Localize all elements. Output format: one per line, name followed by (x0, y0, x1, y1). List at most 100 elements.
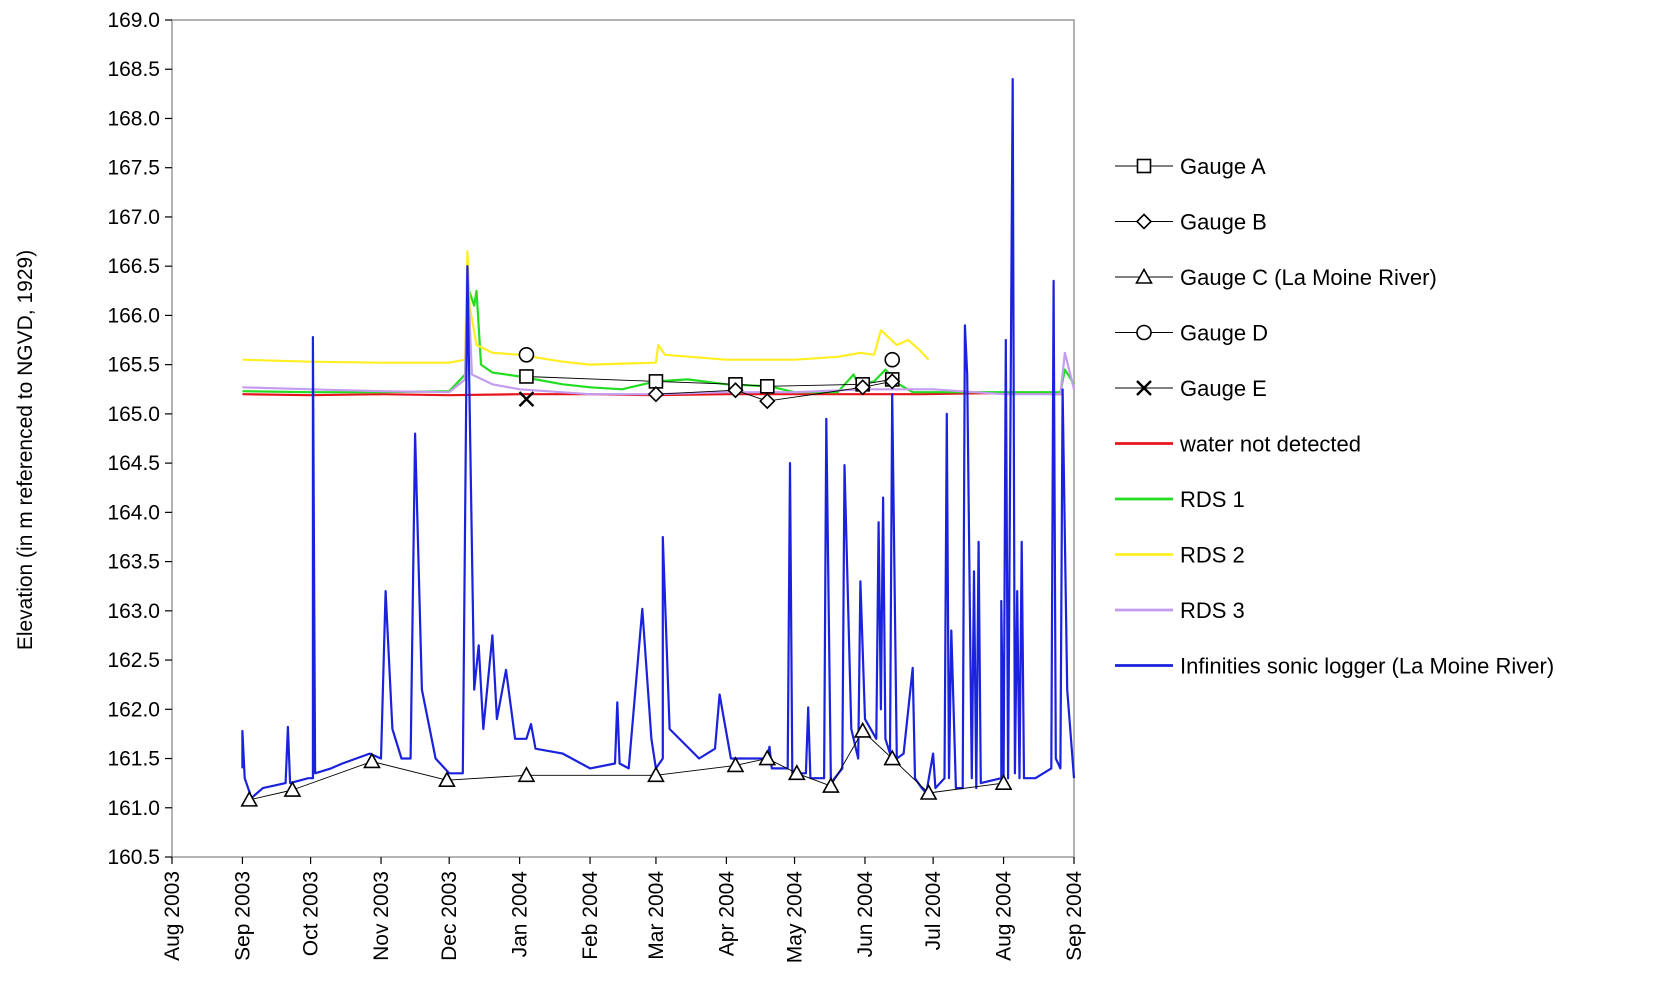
x-tick-label: Oct 2003 (300, 871, 323, 956)
x-tick-label: Apr 2004 (715, 871, 738, 957)
y-tick-label: 161.0 (107, 797, 160, 820)
data-point-gauge-c-la-moine-river (283, 780, 302, 797)
x-tick-label: Jul 2004 (922, 871, 945, 951)
legend-label: RDS 3 (1180, 598, 1245, 623)
legend-label: Infinities sonic logger (La Moine River) (1180, 654, 1554, 679)
data-point-gauge-c-la-moine-river (517, 766, 536, 783)
legend-label: Gauge A (1180, 154, 1266, 179)
y-axis: 160.5 161.0 161.5 162.0 162.5 163.0 163.5 164.0… (107, 9, 172, 869)
plot-area (171, 19, 1075, 858)
y-tick-label: 164.0 (107, 501, 160, 524)
legend: Gauge A Gauge B Gauge C (La Moine River) Ga… (1115, 154, 1554, 679)
legend-item-rds-1: RDS 1 (1115, 487, 1245, 512)
x-tick-label: May 2004 (784, 871, 807, 964)
legend-item-infinities-sonic-logger-la-moine-river: Infinities sonic logger (La Moine River) (1115, 654, 1554, 679)
legend-item-rds-2: RDS 2 (1115, 543, 1245, 568)
series-gauge-e (518, 391, 535, 407)
data-point-gauge-b (884, 373, 901, 390)
legend-swatch-marker (1136, 158, 1152, 174)
x-tick-label: Aug 2004 (993, 871, 1016, 961)
series-gauge-b (647, 373, 901, 410)
series-rds-3 (242, 265, 1076, 396)
data-point-gauge-d (518, 346, 535, 363)
x-tick-label: Sep 2004 (1063, 871, 1086, 961)
legend-item-gauge-a: Gauge A (1115, 154, 1266, 179)
legend-swatch-marker (1136, 324, 1152, 341)
x-tick-label: Nov 2003 (370, 871, 393, 961)
y-tick-label: 166.5 (107, 255, 160, 278)
series-gauge-c-la-moine-river (240, 721, 1013, 807)
y-tick-label: 165.5 (107, 354, 160, 377)
series-rds-2 (242, 250, 930, 366)
data-point-gauge-a (759, 379, 775, 394)
y-tick-label: 167.0 (107, 206, 160, 229)
data-point-gauge-c-la-moine-river (438, 771, 456, 787)
data-point-gauge-a (648, 374, 664, 389)
y-tick-label: 161.5 (107, 748, 160, 771)
legend-item-gauge-e: Gauge E (1115, 376, 1267, 401)
y-tick-label: 169.0 (107, 9, 160, 32)
x-tick-label: Mar 2004 (645, 871, 668, 960)
y-tick-label: 166.0 (107, 304, 160, 327)
y-tick-label: 168.5 (107, 58, 160, 81)
legend-label: water not detected (1179, 432, 1361, 457)
legend-label: Gauge D (1180, 321, 1268, 346)
series-line-rds-3 (242, 265, 1076, 396)
data-point-gauge-c-la-moine-river (363, 752, 381, 769)
x-axis: Aug 2003 Sep 2003 Oct 2003 Nov 2003 Dec 2003… (161, 857, 1086, 963)
legend-item-gauge-b: Gauge B (1115, 210, 1267, 235)
legend-item-water-not-detected: water not detected (1115, 432, 1361, 457)
series-infinities-sonic-logger-la-moine-river (241, 78, 1076, 799)
legend-label: Gauge C (La Moine River) (1180, 265, 1437, 290)
series-gauge-d (518, 346, 901, 368)
legend-label: RDS 1 (1180, 487, 1245, 512)
y-tick-label: 168.0 (107, 107, 160, 130)
x-tick-label: Feb 2004 (579, 871, 602, 960)
data-point-gauge-c-la-moine-river (994, 773, 1013, 790)
series-line-gauge-c-la-moine-river (249, 730, 1004, 801)
series-line-rds-2 (242, 250, 930, 366)
data-point-gauge-b (647, 386, 665, 403)
y-tick-label: 167.5 (107, 157, 160, 180)
legend-swatch-marker (1136, 380, 1152, 396)
x-tick-label: Aug 2003 (161, 871, 184, 961)
series-line-infinities-sonic-logger-la-moine-river (241, 78, 1076, 799)
data-point-gauge-c-la-moine-river (919, 783, 938, 800)
plot-border (171, 19, 1075, 858)
data-point-gauge-b (759, 392, 776, 410)
legend-item-rds-3: RDS 3 (1115, 598, 1245, 623)
data-point-gauge-c-la-moine-river (822, 776, 840, 793)
x-tick-label: Dec 2003 (438, 871, 461, 961)
data-point-gauge-c-la-moine-river (758, 749, 777, 766)
x-tick-label: Jan 2004 (509, 871, 532, 958)
y-tick-label: 162.0 (107, 698, 160, 721)
legend-item-gauge-d: Gauge D (1115, 321, 1268, 346)
data-point-gauge-c-la-moine-river (787, 764, 806, 781)
legend-swatch-marker (1135, 267, 1153, 284)
data-point-gauge-a (519, 369, 534, 384)
y-axis-title: Elevation (in m referenced to NGVD, 1929… (14, 250, 37, 650)
x-tick-label: Sep 2003 (231, 871, 254, 961)
series-layer (240, 78, 1076, 807)
y-tick-label: 163.5 (107, 551, 160, 574)
data-point-gauge-c-la-moine-river (853, 721, 872, 738)
y-tick-label: 165.0 (107, 403, 160, 426)
legend-label: Gauge E (1180, 376, 1267, 401)
data-point-gauge-c-la-moine-river (726, 756, 745, 773)
y-tick-label: 164.5 (107, 452, 160, 475)
legend-item-gauge-c-la-moine-river: Gauge C (La Moine River) (1115, 265, 1437, 290)
legend-label: Gauge B (1180, 210, 1267, 235)
data-point-gauge-b (727, 382, 744, 399)
data-point-gauge-c-la-moine-river (647, 766, 665, 783)
y-tick-label: 163.0 (107, 600, 160, 623)
y-tick-label: 160.5 (107, 846, 160, 869)
data-point-gauge-e (518, 391, 535, 407)
legend-label: RDS 2 (1180, 543, 1245, 568)
x-tick-label: Jun 2004 (854, 871, 877, 958)
data-point-gauge-b (854, 379, 871, 396)
data-point-gauge-c-la-moine-river (240, 790, 259, 807)
y-tick-label: 162.5 (107, 649, 160, 672)
data-point-gauge-c-la-moine-river (883, 749, 902, 766)
